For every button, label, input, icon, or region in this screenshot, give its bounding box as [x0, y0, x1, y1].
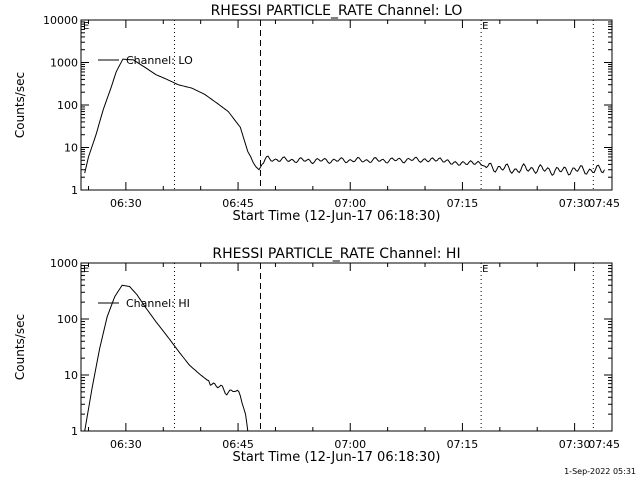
- legend-entry: Channel: HI: [126, 297, 190, 310]
- series-line-channel-hi: [84, 284, 249, 432]
- x-tick-label: 07:30: [559, 197, 591, 210]
- y-tick-label: 10000: [43, 14, 78, 27]
- series-line-channel-lo: [84, 58, 605, 177]
- event-label: E: [83, 21, 89, 32]
- chart-title: RHESSI PARTICLE_RATE Channel: HI: [212, 246, 460, 262]
- y-tick-label: 1000: [50, 257, 78, 270]
- x-tick-label: 06:45: [222, 438, 254, 451]
- x-tick-label: 07:15: [447, 197, 479, 210]
- y-tick-label: 10: [64, 369, 78, 382]
- plot-frame: [80, 19, 613, 191]
- plot-frame: [80, 262, 613, 432]
- x-tick-label: 06:45: [222, 197, 254, 210]
- event-label: E: [482, 21, 488, 32]
- legend-entry: Channel: LO: [126, 54, 193, 67]
- y-tick-label: 100: [57, 313, 78, 326]
- y-tick-label: 1: [71, 425, 78, 438]
- x-tick-label: 07:15: [447, 438, 479, 451]
- x-tick-label: 07:30: [559, 438, 591, 451]
- event-label: E: [83, 264, 89, 275]
- x-tick-label: 07:45: [588, 197, 620, 210]
- chart-bottom-hi: RHESSI PARTICLE_RATE Channel: HI 1 10 100 10…: [13, 246, 620, 465]
- y-tick-label: 100: [57, 99, 78, 112]
- chart-title: RHESSI PARTICLE_RATE Channel: LO: [211, 3, 463, 19]
- y-tick-label: 1: [71, 184, 78, 197]
- x-axis-label: Start Time (12-Jun-17 06:18:30): [233, 209, 441, 224]
- footer-timestamp: 1-Sep-2022 05:31: [564, 467, 636, 476]
- event-label: E: [482, 264, 488, 275]
- y-tick-label: 1000: [50, 57, 78, 70]
- y-tick-label: 10: [64, 142, 78, 155]
- x-tick-label: 07:00: [334, 438, 366, 451]
- x-tick-label: 07:45: [588, 438, 620, 451]
- x-tick-label: 06:30: [110, 438, 142, 451]
- x-tick-label: 07:00: [334, 197, 366, 210]
- x-tick-label: 06:30: [110, 197, 142, 210]
- y-axis-label: Counts/sec: [13, 72, 27, 138]
- x-axis-label: Start Time (12-Jun-17 06:18:30): [233, 450, 441, 465]
- y-axis-label: Counts/sec: [13, 314, 27, 380]
- chart-top-lo: RHESSI PARTICLE_RATE Channel: LO 1 10 100 10…: [13, 3, 620, 224]
